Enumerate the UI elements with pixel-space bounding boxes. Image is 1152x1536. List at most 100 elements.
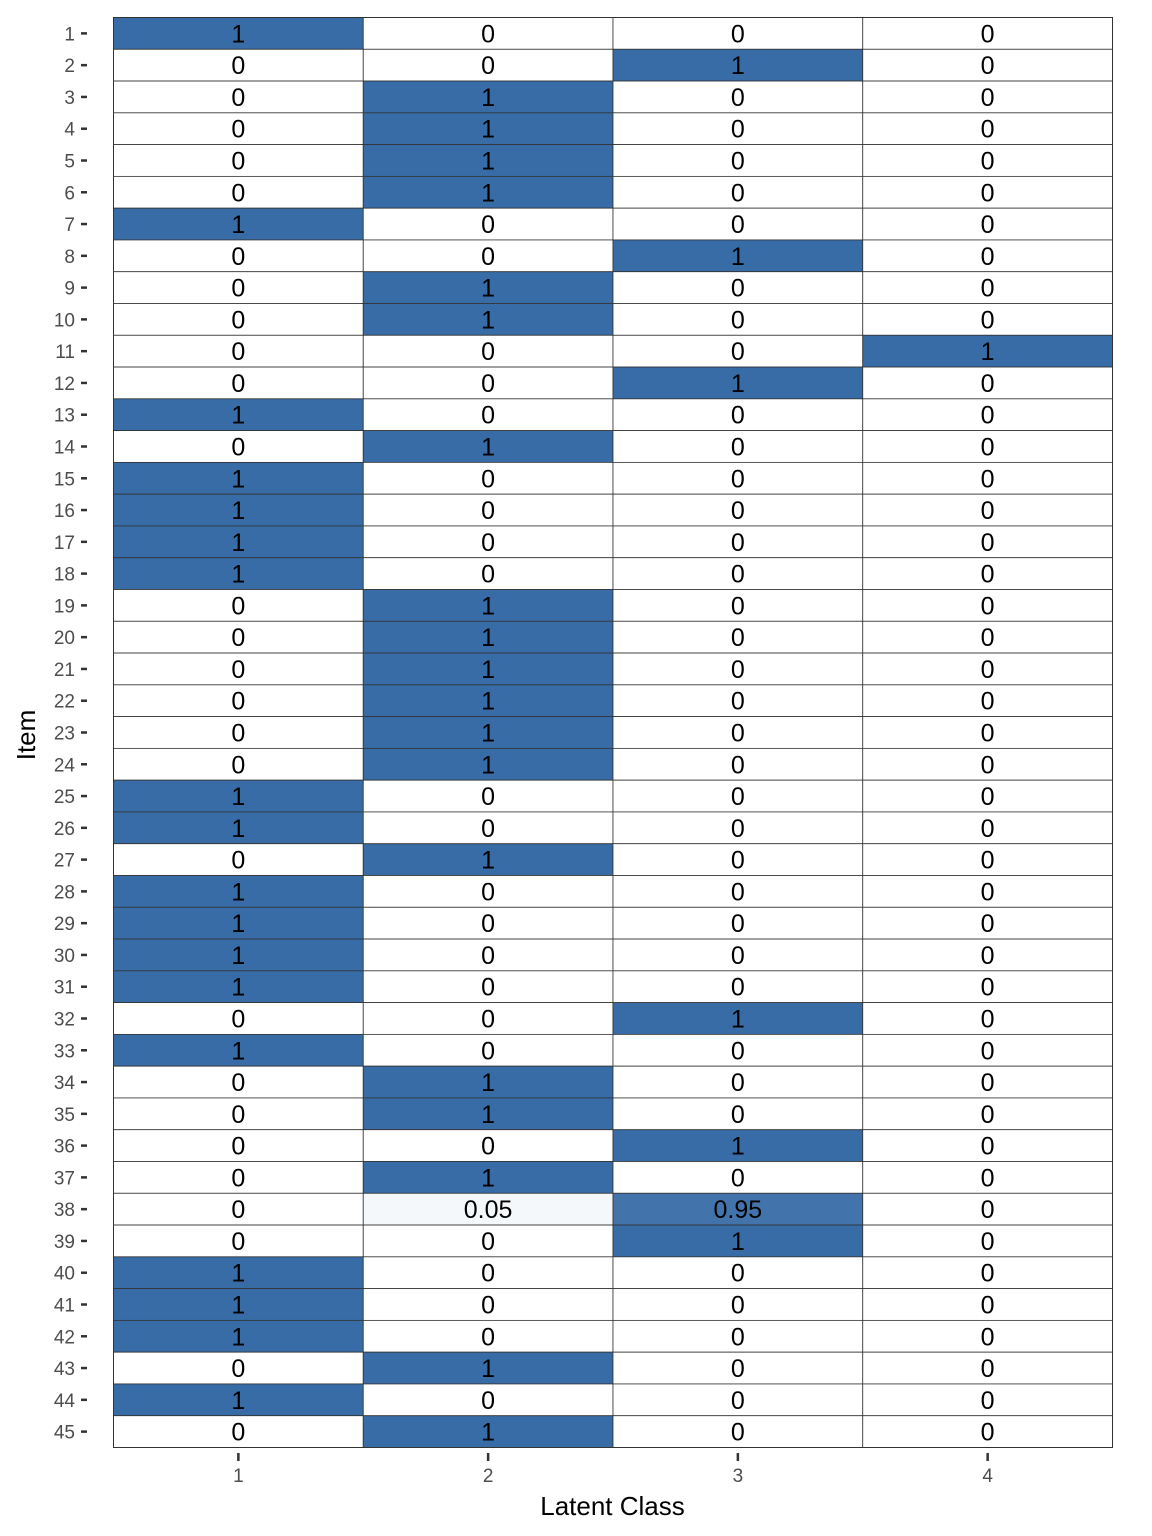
y-tick-label: 11 bbox=[55, 342, 75, 363]
cell-label: 1 bbox=[731, 1228, 745, 1256]
cell-label: 0 bbox=[981, 52, 995, 80]
heatmap-cell bbox=[612, 430, 864, 463]
heatmap-cell bbox=[862, 875, 1113, 908]
cell-label: 0 bbox=[731, 434, 745, 462]
heatmap-cell bbox=[113, 1192, 364, 1226]
heatmap-cell bbox=[362, 1065, 614, 1099]
cell-label: 0 bbox=[231, 84, 245, 112]
y-tick-label: 14 bbox=[54, 438, 76, 459]
x-tick-label: 2 bbox=[483, 1466, 494, 1487]
cell-label: 0 bbox=[731, 402, 745, 430]
heatmap-cell bbox=[113, 620, 364, 654]
heatmap-cell bbox=[862, 970, 1113, 1004]
y-tick-label: 33 bbox=[54, 1041, 75, 1062]
cell-label: 0 bbox=[981, 783, 995, 811]
cell-label: 0 bbox=[981, 1164, 995, 1192]
cell-label: 0 bbox=[981, 434, 995, 462]
heatmap-cell bbox=[362, 1192, 614, 1226]
cell-label: 0 bbox=[731, 624, 745, 652]
cell-label: 0 bbox=[481, 1133, 495, 1161]
y-tick-label: 35 bbox=[54, 1105, 75, 1126]
y-tick-label: 15 bbox=[54, 469, 75, 490]
cell-label: 0 bbox=[481, 1228, 495, 1256]
x-axis: 1 2 3 4 bbox=[233, 1453, 993, 1487]
heatmap-cell bbox=[362, 334, 614, 368]
y-tick-label: 5 bbox=[64, 152, 75, 173]
heatmap-cell bbox=[362, 112, 614, 146]
heatmap-cell bbox=[362, 1288, 614, 1321]
heatmap-cell bbox=[862, 1288, 1113, 1321]
cell-label: 1 bbox=[231, 1292, 245, 1320]
heatmap-cell bbox=[862, 144, 1113, 177]
heatmap-cell bbox=[612, 1383, 864, 1417]
cell-label: 0 bbox=[981, 1037, 995, 1065]
cell-label: 0 bbox=[981, 1228, 995, 1256]
heatmap-cell bbox=[612, 1002, 864, 1035]
heatmap-cell bbox=[362, 620, 614, 654]
cell-label: 0 bbox=[731, 148, 745, 176]
y-tick-label: 36 bbox=[54, 1137, 75, 1158]
y-tick-label: 6 bbox=[64, 183, 75, 204]
cell-label: 0 bbox=[231, 275, 245, 303]
cell-label: 0 bbox=[731, 1323, 745, 1351]
y-tick-label: 18 bbox=[54, 565, 75, 586]
cell-label: 0 bbox=[481, 370, 495, 398]
cell-label: 0 bbox=[481, 52, 495, 80]
cell-label: 0 bbox=[481, 910, 495, 938]
y-tick-label: 30 bbox=[54, 946, 75, 967]
heatmap-cell bbox=[113, 366, 364, 400]
cell-label: 0 bbox=[981, 656, 995, 684]
cell-label: 0 bbox=[481, 402, 495, 430]
heatmap-cell bbox=[862, 716, 1113, 749]
heatmap-cell bbox=[113, 589, 364, 622]
x-tick-label: 3 bbox=[733, 1466, 744, 1487]
y-tick-label: 7 bbox=[64, 215, 75, 236]
cell-label: 0 bbox=[231, 1164, 245, 1192]
heatmap-cell bbox=[612, 525, 864, 559]
cell-label: 0 bbox=[981, 116, 995, 144]
heatmap-cell bbox=[612, 366, 864, 400]
cell-label: 0 bbox=[481, 1260, 495, 1288]
heatmap-cell bbox=[862, 1033, 1113, 1067]
cell-label: 0 bbox=[731, 179, 745, 207]
cell-label: 0 bbox=[481, 1292, 495, 1320]
cell-label: 1 bbox=[231, 529, 245, 557]
heatmap-cell bbox=[862, 811, 1113, 845]
heatmap-cell bbox=[113, 303, 364, 336]
heatmap-cell bbox=[862, 1002, 1113, 1035]
heatmap-cell bbox=[862, 1192, 1113, 1226]
heatmap-cell bbox=[362, 747, 614, 781]
cell-label: 0 bbox=[981, 1387, 995, 1415]
y-tick-label: 39 bbox=[54, 1232, 75, 1253]
cell-label: 1 bbox=[481, 624, 495, 652]
cell-label: 0 bbox=[981, 751, 995, 779]
cell-label: 0 bbox=[731, 1387, 745, 1415]
cell-label: 0 bbox=[481, 338, 495, 366]
heatmap-cell bbox=[612, 1097, 864, 1131]
cell-label: 1 bbox=[231, 20, 245, 48]
cell-label: 0 bbox=[231, 243, 245, 271]
heatmap-cell bbox=[862, 652, 1113, 686]
heatmap-cell bbox=[862, 1224, 1113, 1258]
cell-label: 1 bbox=[481, 656, 495, 684]
y-tick-label: 41 bbox=[54, 1296, 75, 1317]
heatmap-cell bbox=[862, 843, 1113, 876]
heatmap-cell bbox=[362, 589, 614, 622]
heatmap-cell bbox=[362, 48, 614, 82]
cell-label: 0 bbox=[981, 20, 995, 48]
cell-label: 0 bbox=[231, 1101, 245, 1129]
cell-label: 1 bbox=[481, 1101, 495, 1129]
y-tick-label: 1 bbox=[64, 24, 75, 45]
cell-label: 1 bbox=[731, 52, 745, 80]
cell-label: 0 bbox=[481, 783, 495, 811]
y-tick-label: 17 bbox=[54, 533, 75, 554]
cell-label: 0 bbox=[481, 815, 495, 843]
y-tick-label: 24 bbox=[54, 755, 76, 776]
heatmap-cell bbox=[113, 493, 364, 527]
heatmap-cell bbox=[862, 17, 1113, 50]
cell-label: 0.95 bbox=[714, 1196, 763, 1224]
heatmap-cell bbox=[113, 398, 364, 432]
heatmap-cell bbox=[612, 1161, 864, 1194]
heatmap-cell bbox=[612, 207, 864, 241]
y-tick-label: 2 bbox=[64, 56, 75, 77]
